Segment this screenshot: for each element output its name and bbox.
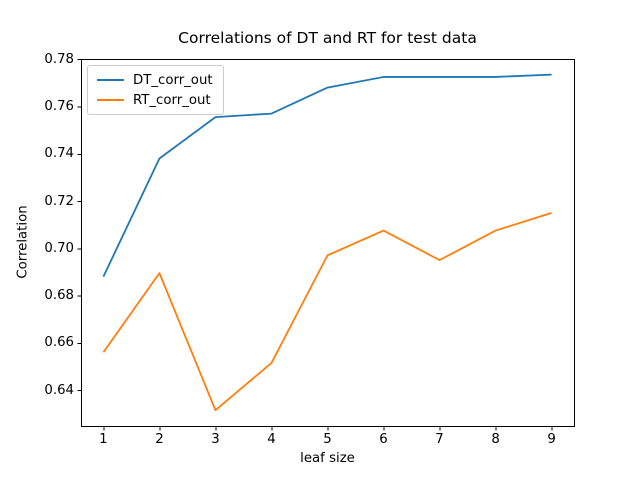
x-axis-label: leaf size	[300, 451, 355, 466]
chart-title: Correlations of DT and RT for test data	[178, 29, 477, 47]
legend-item-label: DT_corr_out	[133, 72, 213, 88]
x-tick-label: 6	[379, 432, 388, 447]
x-tick-label: 2	[155, 432, 164, 447]
y-tick-label: 0.70	[44, 240, 74, 256]
y-tick-label: 0.72	[44, 193, 74, 209]
x-tick-label: 7	[435, 432, 444, 447]
x-tick-label: 3	[211, 432, 220, 447]
legend: DT_corr_out RT_corr_out	[87, 65, 224, 115]
x-tick-label: 5	[323, 432, 332, 447]
y-tick-label: 0.66	[44, 335, 74, 351]
x-tick-label: 9	[547, 432, 556, 447]
x-tick-label: 4	[267, 432, 276, 447]
series-line-RT_corr_out	[102, 211, 552, 412]
legend-line-swatch	[97, 99, 124, 101]
y-tick-label: 0.78	[44, 51, 74, 67]
series-line-DT_corr_out	[102, 73, 552, 278]
legend-item-label: RT_corr_out	[133, 92, 211, 108]
legend-item: RT_corr_out	[97, 92, 213, 108]
y-tick-label: 0.64	[44, 382, 74, 398]
y-axis-label: Correlation	[15, 205, 31, 279]
y-tick-label: 0.76	[44, 98, 74, 114]
x-tick-label: 1	[99, 432, 108, 447]
x-tick-label: 8	[491, 432, 500, 447]
legend-item: DT_corr_out	[97, 72, 213, 88]
y-tick-label: 0.74	[44, 146, 74, 162]
legend-line-swatch	[97, 79, 124, 81]
y-tick-label: 0.68	[44, 288, 74, 304]
